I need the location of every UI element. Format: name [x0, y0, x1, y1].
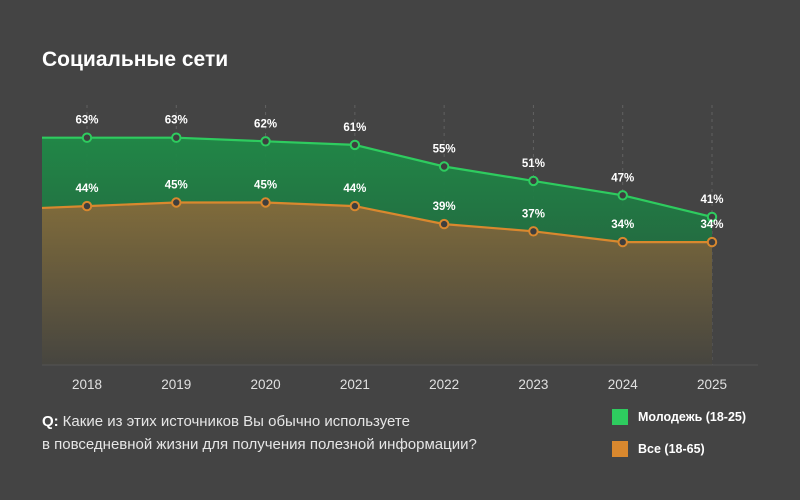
point-all-2019 — [171, 197, 182, 208]
point-all-2021 — [349, 200, 361, 212]
data-label-all-2023: 37% — [522, 208, 545, 220]
point-all-2022 — [438, 218, 450, 230]
x-tick-2021: 2021 — [340, 377, 370, 392]
data-label-all-2021: 44% — [343, 183, 366, 195]
point-all-2020 — [260, 197, 271, 208]
area-chart: 63% 63% 62% 61% 55% 51% 47% 41% 44% 45% 45% 44% 39% 3… — [41, 105, 758, 392]
area-all — [42, 202, 712, 365]
point-all-2024 — [617, 236, 628, 248]
legend-item-all: Все (18-65) — [612, 437, 746, 461]
question-line-2: в повседневной жизни для получения полез… — [42, 436, 477, 453]
point-all-2018 — [81, 200, 93, 212]
data-label-all-2025: 34% — [700, 219, 723, 231]
data-label-all-2020: 45% — [254, 180, 277, 192]
data-label-youth-2023: 51% — [522, 158, 545, 170]
point-youth-2021 — [349, 139, 361, 151]
question-line-1: Какие из этих источников Вы обычно испол… — [62, 413, 410, 430]
point-youth-2024 — [617, 190, 628, 201]
legend-swatch-youth — [612, 409, 628, 425]
chart-legend: Молодежь (18-25) Все (18-65) — [612, 405, 746, 469]
legend-label-youth: Молодежь (18-25) — [638, 410, 747, 424]
x-tick-2024: 2024 — [608, 377, 639, 392]
survey-question: Q: Какие из этих источников Вы обычно исп… — [42, 410, 602, 456]
question-prefix: Q: — [42, 413, 59, 430]
point-youth-2022 — [438, 161, 450, 172]
x-tick-2025: 2025 — [697, 377, 727, 392]
legend-swatch-all — [612, 441, 628, 457]
data-label-all-2024: 34% — [611, 219, 634, 231]
data-label-youth-2024: 47% — [611, 172, 634, 184]
point-youth-2025 — [706, 211, 718, 223]
point-youth-2020 — [260, 136, 271, 147]
point-youth-2019 — [171, 132, 182, 143]
data-label-youth-2018: 63% — [75, 115, 98, 127]
data-label-all-2018: 44% — [75, 183, 98, 195]
x-tick-2018: 2018 — [72, 377, 102, 392]
point-youth-2018 — [81, 132, 93, 143]
data-label-all-2019: 45% — [165, 180, 188, 192]
data-label-youth-2020: 62% — [254, 118, 277, 130]
legend-label-all: Все (18-65) — [638, 442, 705, 456]
point-all-2023 — [528, 226, 539, 237]
legend-item-youth: Молодежь (18-25) — [612, 405, 746, 429]
x-tick-2019: 2019 — [161, 377, 191, 392]
chart-title: Социальные сети — [42, 48, 229, 71]
point-youth-2023 — [528, 175, 539, 187]
x-tick-2022: 2022 — [429, 377, 459, 392]
data-label-youth-2021: 61% — [343, 122, 366, 134]
x-tick-2023: 2023 — [518, 377, 548, 392]
x-tick-2020: 2020 — [251, 377, 281, 392]
data-label-youth-2019: 63% — [165, 115, 188, 127]
data-label-youth-2025: 41% — [700, 194, 723, 206]
data-label-youth-2022: 55% — [433, 144, 456, 156]
data-label-all-2022: 39% — [433, 201, 456, 213]
point-all-2025 — [706, 236, 718, 248]
